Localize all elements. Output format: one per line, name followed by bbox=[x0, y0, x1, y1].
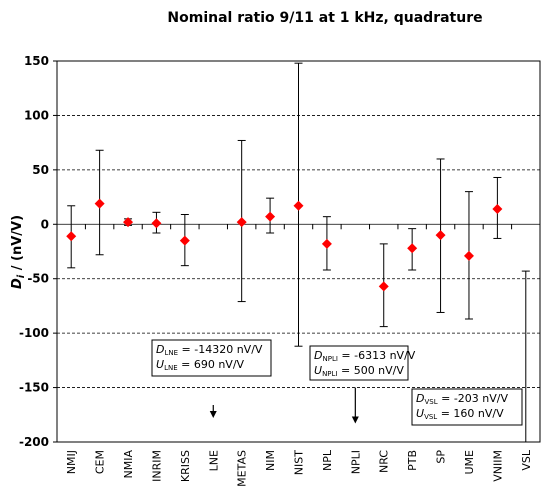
point-PTB bbox=[407, 243, 418, 254]
arrow-head-NPLI bbox=[351, 416, 359, 424]
arrow-head-LNE bbox=[209, 411, 217, 419]
x-tick-label: CEM bbox=[94, 450, 107, 474]
x-tick-label: VSL bbox=[520, 449, 533, 471]
y-axis-label-subscript: i bbox=[16, 274, 27, 278]
point-NRC bbox=[378, 281, 389, 292]
annotation-subscript: VSL bbox=[424, 398, 437, 406]
x-tick-label: METAS bbox=[236, 450, 249, 487]
y-tick-label: 100 bbox=[24, 108, 49, 122]
annotation-d-VSL: DVSL = -203 nV/V bbox=[416, 392, 508, 406]
point-INRIM bbox=[151, 218, 162, 229]
point-NPL bbox=[321, 238, 332, 249]
x-tick-label: KRISS bbox=[179, 450, 192, 482]
x-tick-label: UME bbox=[463, 450, 476, 475]
x-tick-label: NIM bbox=[264, 450, 277, 471]
annotation-subscript: LNE bbox=[164, 364, 178, 372]
annotation-box-NPLI bbox=[309, 345, 409, 381]
annotation-value: = -6313 nV/V bbox=[338, 349, 416, 362]
annotation-d-NPLI: DNPLI = -6313 nV/V bbox=[314, 349, 416, 363]
y-tick-label: -100 bbox=[19, 326, 49, 340]
annotation-subscript: VSL bbox=[424, 413, 437, 421]
annotation-value: = -14320 nV/V bbox=[178, 343, 263, 356]
y-tick-label: 150 bbox=[24, 54, 49, 68]
annotation-symbol: D bbox=[156, 343, 164, 356]
x-tick-label: INRIM bbox=[150, 450, 163, 482]
annotation-u-LNE: ULNE = 690 nV/V bbox=[156, 358, 245, 372]
point-CEM bbox=[94, 198, 105, 209]
annotation-subscript: LNE bbox=[164, 349, 178, 357]
annotation-symbol: D bbox=[416, 392, 424, 405]
point-NIST bbox=[293, 200, 304, 211]
x-tick-label: NPLI bbox=[349, 450, 362, 474]
annotation-u-NPLI: UNPLI = 500 nV/V bbox=[314, 364, 404, 378]
x-tick-label: NIST bbox=[293, 450, 306, 475]
chart-title: Nominal ratio 9/11 at 1 kHz, quadrature bbox=[167, 10, 482, 26]
x-tick-label: NRC bbox=[378, 450, 391, 473]
y-tick-label: -50 bbox=[27, 272, 49, 286]
annotation-symbol: U bbox=[156, 358, 164, 371]
y-axis-label: Di / (nV/V) bbox=[10, 215, 27, 289]
plot-area bbox=[56, 60, 541, 443]
point-METAS bbox=[236, 217, 247, 228]
y-tick-label: 0 bbox=[41, 217, 49, 231]
point-UME bbox=[463, 250, 474, 261]
annotation-subscript: NPLI bbox=[322, 355, 337, 363]
x-tick-label: NMIA bbox=[122, 450, 135, 479]
point-KRISS bbox=[179, 235, 190, 246]
annotation-u-VSL: UVSL = 160 nV/V bbox=[416, 407, 504, 421]
annotation-value: = 500 nV/V bbox=[337, 364, 404, 377]
y-tick-label: -150 bbox=[19, 381, 49, 395]
point-NIM bbox=[265, 211, 276, 222]
point-NMIA bbox=[123, 217, 134, 228]
x-tick-label: VNIIM bbox=[491, 450, 504, 482]
y-axis-label-symbol: D bbox=[10, 278, 25, 289]
annotation-symbol: D bbox=[314, 349, 322, 362]
point-NMIJ bbox=[66, 231, 77, 242]
y-tick-label: -200 bbox=[19, 435, 49, 449]
annotation-value: = 160 nV/V bbox=[437, 407, 504, 420]
annotation-symbol: U bbox=[314, 364, 322, 377]
point-SP bbox=[435, 230, 446, 241]
annotation-value: = 690 nV/V bbox=[178, 358, 245, 371]
annotation-value: = -203 nV/V bbox=[438, 392, 509, 405]
annotation-d-LNE: DLNE = -14320 nV/V bbox=[156, 343, 263, 357]
annotation-box-VSL bbox=[411, 388, 523, 426]
x-tick-label: LNE bbox=[207, 450, 220, 471]
point-VNIIM bbox=[492, 204, 503, 215]
y-tick-label: 50 bbox=[32, 163, 49, 177]
annotation-box-LNE bbox=[151, 339, 272, 377]
y-axis-label-unit: / (nV/V) bbox=[10, 215, 25, 275]
x-tick-label: NPL bbox=[321, 449, 334, 471]
x-tick-label: SP bbox=[435, 450, 448, 464]
x-tick-label: PTB bbox=[406, 450, 419, 471]
x-tick-label: NMIJ bbox=[65, 450, 78, 474]
annotation-symbol: U bbox=[416, 407, 424, 420]
annotation-subscript: NPLI bbox=[322, 370, 337, 378]
